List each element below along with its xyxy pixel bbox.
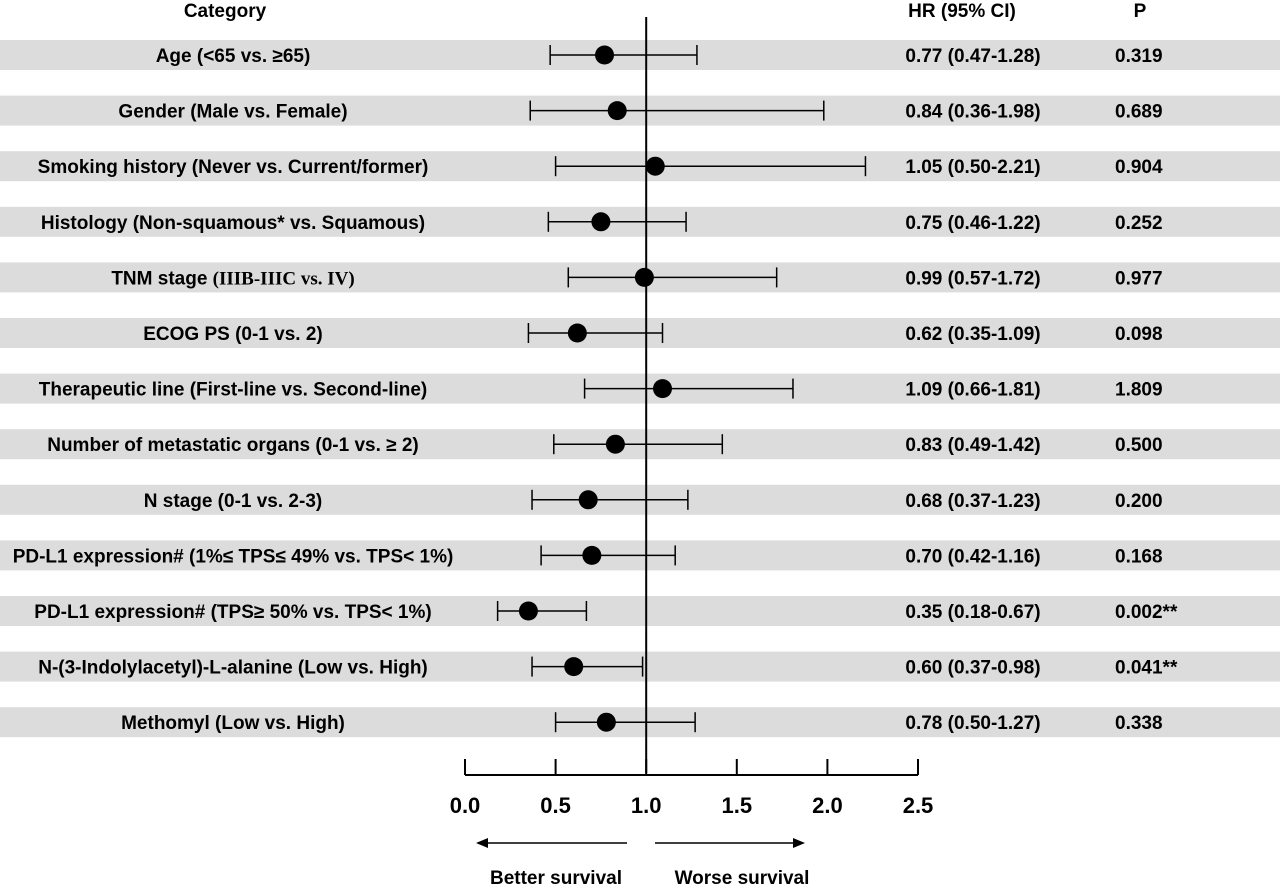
- hr-ci-text: 0.60 (0.37-0.98): [905, 658, 1040, 679]
- category-label-serif: (IIIB-IIIC vs. IV): [213, 268, 355, 289]
- hr-point: [605, 434, 625, 454]
- header-category: Category: [184, 1, 267, 22]
- row-band: [0, 596, 1280, 626]
- hr-point: [634, 267, 654, 287]
- hr-ci-text: 1.05 (0.50-2.21): [905, 157, 1040, 178]
- category-label: ECOG PS (0-1 vs. 2): [143, 324, 323, 345]
- x-tick-label: 2.0: [812, 793, 843, 818]
- hr-ci-text: 0.75 (0.46-1.22): [905, 213, 1040, 234]
- x-tick-label: 2.5: [903, 793, 934, 818]
- category-label: Number of metastatic organs (0-1 vs. ≥ 2…: [47, 435, 419, 456]
- x-tick-label: 0.5: [540, 793, 571, 818]
- category-label: Age (<65 vs. ≥65): [156, 46, 311, 67]
- hr-ci-text: 0.77 (0.47-1.28): [905, 46, 1040, 67]
- hr-point: [591, 212, 611, 232]
- better-survival-label: Better survival: [490, 868, 622, 886]
- p-value: 0.200: [1115, 491, 1163, 512]
- x-axis: 0.0 0.5 1.0 1.5 2.0 2.5: [450, 759, 934, 818]
- x-tick-label: 0.0: [450, 793, 481, 818]
- hr-ci-text: 0.62 (0.35-1.09): [905, 324, 1040, 345]
- category-label: N stage (0-1 vs. 2-3): [144, 491, 322, 512]
- p-value: 0.002**: [1115, 602, 1178, 623]
- p-value: 0.168: [1115, 546, 1163, 567]
- hr-ci-text: 1.09 (0.66-1.81): [905, 380, 1040, 401]
- category-label: Methomyl (Low vs. High): [121, 713, 345, 734]
- p-value: 1.809: [1115, 380, 1163, 401]
- hr-point: [578, 490, 598, 510]
- p-value: 0.098: [1115, 324, 1163, 345]
- forest-rows: Age (<65 vs. ≥65) 0.77 (0.47-1.28) 0.319 Ge…: [13, 45, 1178, 734]
- hr-point: [653, 379, 673, 399]
- p-value: 0.252: [1115, 213, 1163, 234]
- hr-ci-text: 0.84 (0.36-1.98): [905, 102, 1040, 123]
- category-label: Therapeutic line (First-line vs. Second-…: [39, 380, 428, 401]
- category-label: PD-L1 expression# (TPS≥ 50% vs. TPS< 1%): [34, 602, 431, 623]
- category-label: Gender (Male vs. Female): [118, 102, 347, 123]
- p-value: 0.904: [1115, 157, 1163, 178]
- category-label: Histology (Non-squamous* vs. Squamous): [41, 213, 425, 234]
- hr-point: [645, 156, 665, 176]
- p-value: 0.500: [1115, 435, 1163, 456]
- right-arrowhead: [793, 838, 805, 848]
- p-value: 0.977: [1115, 268, 1163, 289]
- hr-point: [518, 601, 538, 621]
- hr-ci-text: 0.83 (0.49-1.42): [905, 435, 1040, 456]
- left-arrowhead: [476, 838, 488, 848]
- hr-point: [596, 712, 616, 732]
- hr-point: [595, 45, 615, 65]
- p-value: 0.041**: [1115, 658, 1178, 679]
- category-label: Smoking history (Never vs. Current/forme…: [38, 157, 429, 178]
- category-label: PD-L1 expression# (1%≤ TPS≤ 49% vs. TPS<…: [13, 546, 454, 567]
- p-value: 0.689: [1115, 102, 1163, 123]
- hr-point: [567, 323, 587, 343]
- direction-labels: Better survival Worse survival: [476, 838, 809, 886]
- header-p: P: [1134, 1, 1147, 22]
- p-value: 0.338: [1115, 713, 1163, 734]
- hr-point: [582, 545, 602, 565]
- hr-point: [607, 101, 627, 121]
- hr-ci-text: 0.35 (0.18-0.67): [905, 602, 1040, 623]
- worse-survival-label: Worse survival: [675, 868, 810, 886]
- category-label: TNM stage (IIIB-IIIC vs. IV): [111, 268, 354, 289]
- hr-ci-text: 0.99 (0.57-1.72): [905, 268, 1040, 289]
- hr-ci-text: 0.70 (0.42-1.16): [905, 546, 1040, 567]
- category-label: N-(3-Indolylacetyl)-L-alanine (Low vs. H…: [38, 658, 428, 679]
- hr-point: [564, 657, 584, 677]
- x-tick-label: 1.0: [631, 793, 662, 818]
- header-hr: HR (95% CI): [908, 1, 1016, 22]
- hr-ci-text: 0.68 (0.37-1.23): [905, 491, 1040, 512]
- x-tick-label: 1.5: [722, 793, 753, 818]
- hr-ci-text: 0.78 (0.50-1.27): [905, 713, 1040, 734]
- p-value: 0.319: [1115, 46, 1163, 67]
